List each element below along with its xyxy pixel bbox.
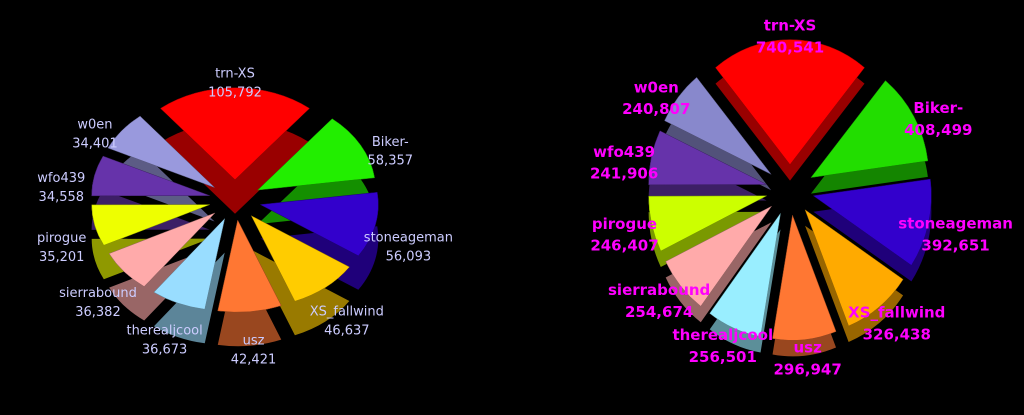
slice-label: Biker- <box>372 135 409 150</box>
slice-side <box>648 195 767 268</box>
slice <box>715 39 865 165</box>
slice-label: trn-XS <box>764 17 817 35</box>
slice-value-label: 36,382 <box>75 305 121 320</box>
slice-value-label: 56,093 <box>386 250 432 265</box>
slice-label: XS_fallwind <box>848 304 945 322</box>
slice <box>256 118 375 191</box>
slice-side <box>715 39 865 181</box>
slice-label: therealjcool <box>126 323 202 338</box>
slice <box>804 209 904 327</box>
slice <box>259 192 379 257</box>
slice <box>812 178 932 266</box>
slice-value-label: 105,792 <box>208 85 262 100</box>
slice-label: stoneageman <box>898 215 1013 233</box>
slice-label: wfo439 <box>593 143 655 161</box>
slice-value-label: 296,947 <box>773 360 841 378</box>
slice-label: w0en <box>634 78 679 96</box>
pie-tops <box>91 87 379 313</box>
slice-value-label: 740,541 <box>756 38 824 56</box>
slice <box>250 215 350 302</box>
slice-label: trn-XS <box>215 66 255 81</box>
slice-value-label: 408,499 <box>904 121 972 139</box>
pie <box>648 39 932 357</box>
slice-value-label: 241,906 <box>590 165 658 183</box>
slice <box>91 204 210 246</box>
slice-value-label: 58,357 <box>368 154 414 169</box>
slice-label: usz <box>793 339 822 357</box>
slice <box>664 76 772 175</box>
slice-label: Biker- <box>913 99 963 117</box>
slice-value-label: 254,674 <box>625 303 693 321</box>
slice <box>772 214 837 341</box>
slice <box>153 217 226 310</box>
pie <box>91 87 379 347</box>
slice <box>665 206 772 307</box>
slice-label: XS_fallwind <box>310 305 384 320</box>
slice-label: pirogue <box>37 231 86 246</box>
slice-label: therealjcool <box>672 326 773 344</box>
slice-label: pirogue <box>592 215 657 233</box>
slice-label: wfo439 <box>37 171 85 186</box>
slice-value-label: 46,637 <box>324 324 370 339</box>
slice <box>160 87 310 181</box>
slice-label: w0en <box>77 118 112 133</box>
slice-value-label: 256,501 <box>689 348 757 366</box>
slice-value-label: 240,807 <box>622 100 690 118</box>
pie-tops <box>648 39 932 341</box>
slice <box>648 130 767 186</box>
slice-value-label: 246,407 <box>590 237 658 255</box>
slice-label: usz <box>243 334 265 349</box>
slice <box>648 195 767 252</box>
slice-value-label: 392,651 <box>921 236 989 254</box>
slice-value-label: 36,673 <box>142 342 188 357</box>
slice-label: sierrabound <box>608 281 710 299</box>
slice-value-label: 34,558 <box>39 190 85 205</box>
slice-value-label: 35,201 <box>39 250 85 265</box>
slice <box>108 212 216 287</box>
slice <box>709 213 781 337</box>
slice <box>107 115 215 188</box>
slice-side <box>664 77 772 191</box>
slice-label: sierrabound <box>59 286 137 301</box>
slice-label: stoneageman <box>364 231 453 246</box>
slice <box>91 155 210 197</box>
slice-value-label: 34,401 <box>72 137 118 152</box>
slice <box>810 80 929 178</box>
slice <box>217 219 282 313</box>
slice-value-label: 42,421 <box>231 353 277 368</box>
slice-value-label: 326,438 <box>863 325 931 343</box>
